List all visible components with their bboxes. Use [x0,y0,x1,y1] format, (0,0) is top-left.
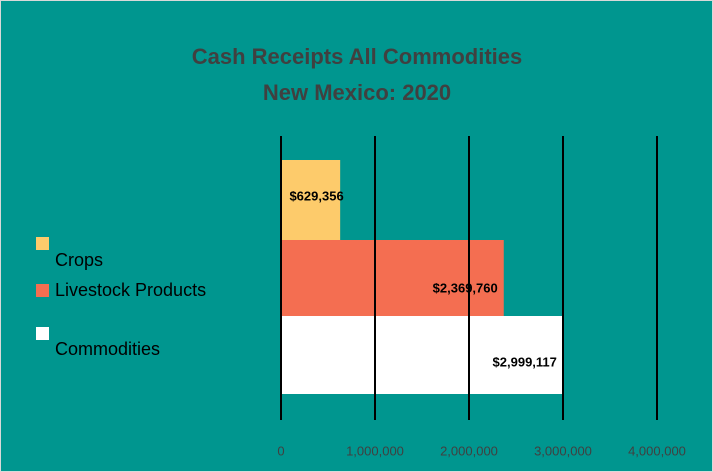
data-label: $629,356 [289,188,343,203]
x-tick-label: 2,000,000 [440,443,498,458]
x-tick-label: 4,000,000 [628,443,686,458]
data-label: $2,999,117 [493,354,557,369]
legend-label: Commodities [55,339,160,359]
bar [281,316,563,394]
legend-swatch [36,237,49,250]
x-tick-label: 3,000,000 [534,443,592,458]
x-tick-label: 1,000,000 [346,443,404,458]
chart-title: Cash Receipts All Commodities [192,44,522,69]
data-label: $2,369,760 [433,280,498,295]
legend-swatch [36,284,49,297]
legend-label: Livestock Products [55,280,206,300]
legend-swatch [36,327,49,340]
chart-subtitle: New Mexico: 2020 [263,80,451,105]
bar [281,240,504,316]
x-tick-label: 0 [277,443,284,458]
bar [281,160,341,240]
legend-label: Crops [55,250,103,270]
